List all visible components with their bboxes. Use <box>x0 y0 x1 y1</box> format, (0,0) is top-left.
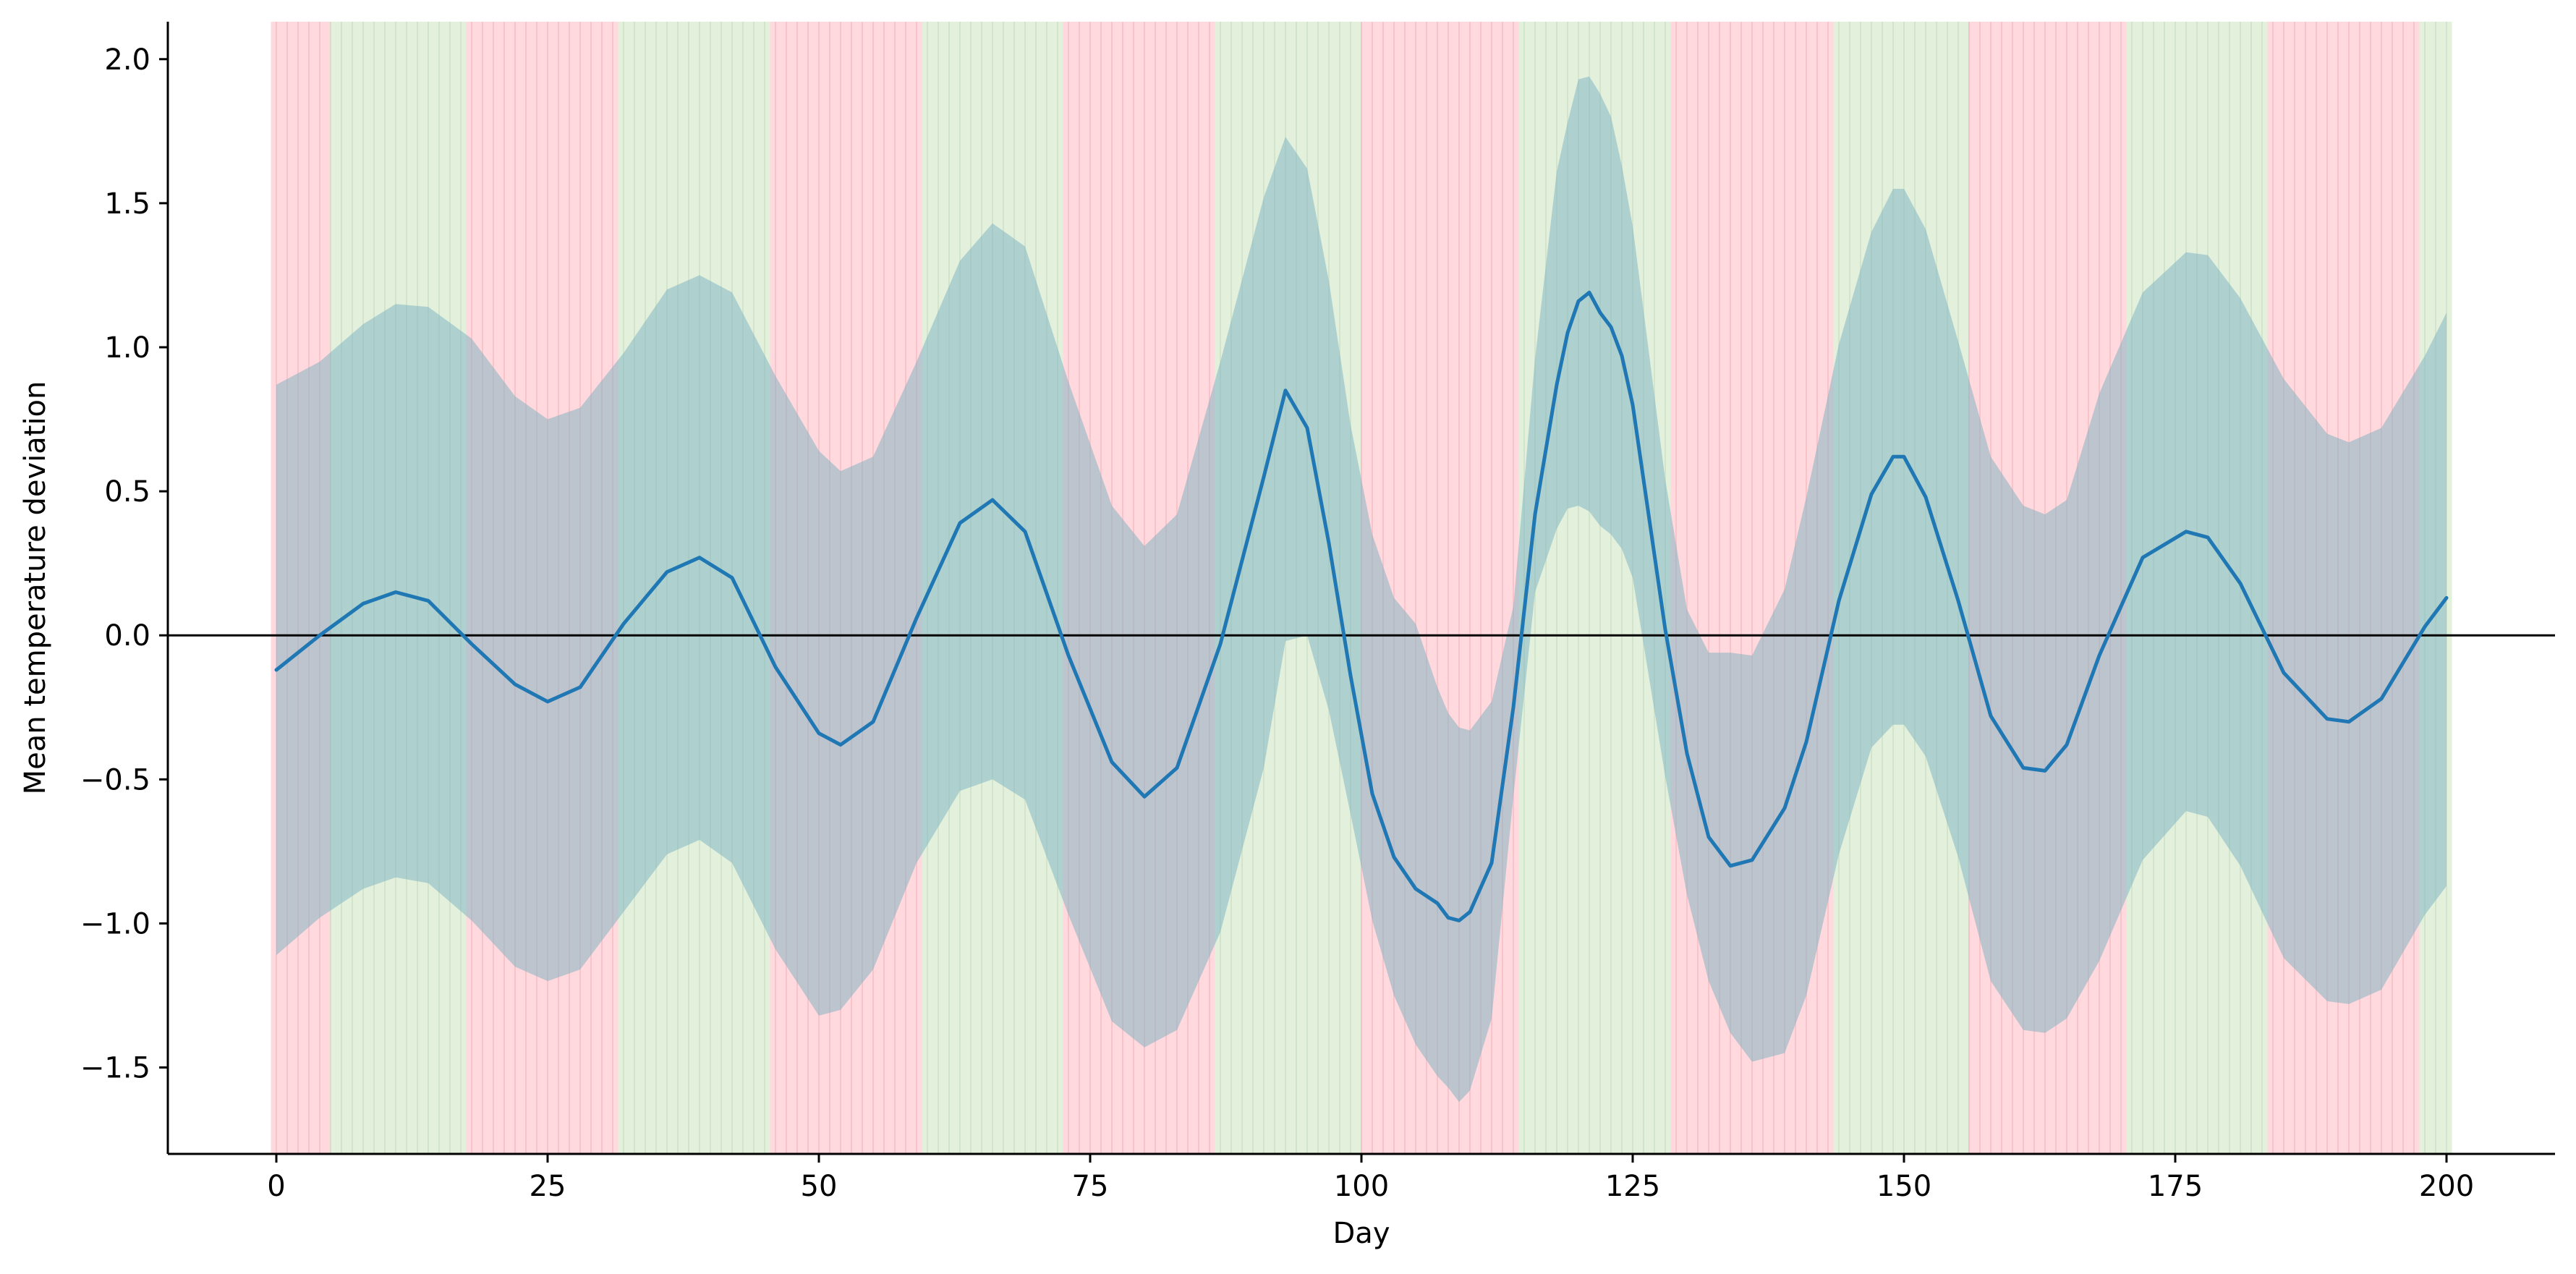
y-tick-label: −0.5 <box>80 763 150 797</box>
x-tick-label: 200 <box>2419 1170 2474 1203</box>
x-tick-label: 150 <box>1876 1170 1931 1203</box>
x-tick-label: 50 <box>801 1170 838 1203</box>
y-tick-label: 0.5 <box>104 475 150 509</box>
y-tick-label: 2.0 <box>104 43 150 77</box>
y-tick-label: 1.5 <box>104 187 150 221</box>
y-axis-title: Mean temperature deviation <box>19 381 52 795</box>
mean-line <box>274 290 2449 922</box>
x-axis-title: Day <box>1333 1217 1390 1250</box>
x-tick-label: 75 <box>1072 1170 1109 1203</box>
x-tick-label: 125 <box>1605 1170 1660 1203</box>
y-tick-label: 0.0 <box>104 619 150 653</box>
x-tick-label: 0 <box>267 1170 285 1203</box>
x-tick-label: 175 <box>2148 1170 2203 1203</box>
y-axis-ticks: −1.5 −1.0 −0.5 0.0 0.5 1.0 1.5 2.0 <box>80 43 168 1085</box>
x-tick-label: 25 <box>530 1170 566 1203</box>
band-area <box>276 76 2447 1103</box>
x-tick-label: 100 <box>1334 1170 1389 1203</box>
y-tick-label: −1.0 <box>80 907 150 940</box>
x-axis-ticks: 0 25 50 75 100 125 150 175 200 <box>267 1154 2474 1203</box>
deviation-band <box>276 76 2447 1103</box>
y-tick-label: 1.0 <box>104 331 150 365</box>
y-tick-label: −1.5 <box>80 1052 150 1085</box>
